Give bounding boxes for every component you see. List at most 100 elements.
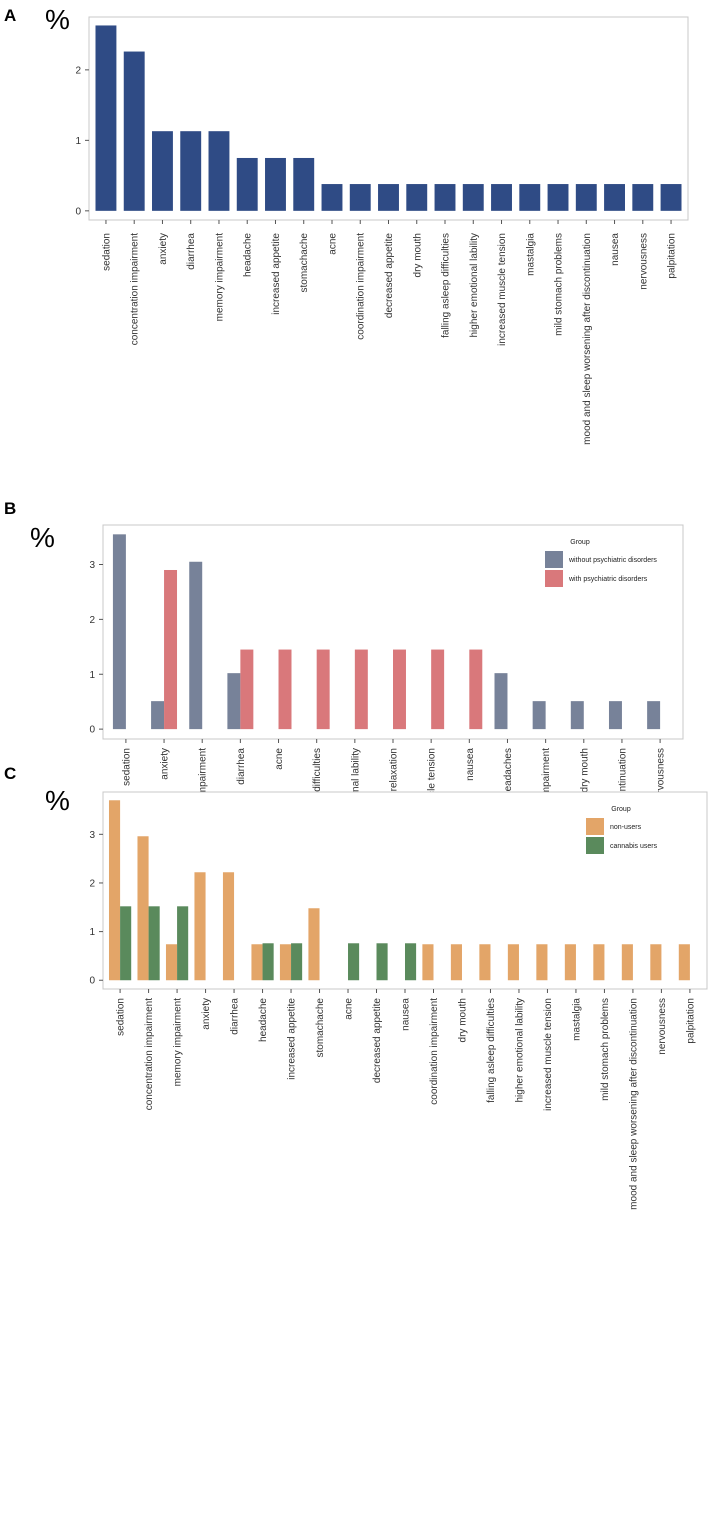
x-tick-label: increased appetite: [271, 233, 282, 315]
bar: [564, 944, 576, 981]
bar: [148, 906, 160, 981]
bar: [393, 649, 406, 730]
bar: [507, 944, 519, 981]
y-tick-label: 3: [89, 830, 95, 841]
panel-a: A % 0 1 2 sedation concentration impairment a…: [0, 0, 724, 470]
bar: [152, 131, 173, 211]
x-tick-label: nervousness: [638, 233, 649, 290]
bar: [349, 184, 371, 211]
bar: [406, 184, 428, 211]
x-tick-label: mild stomach problems: [554, 233, 565, 336]
x-tick-label: increased appetite: [287, 998, 298, 1080]
bar: [547, 184, 569, 211]
x-tick-label: nausea: [401, 998, 412, 1031]
x-tick-label: concentration impairment: [130, 233, 141, 345]
bar: [108, 800, 121, 981]
x-tick-label: sedation: [101, 233, 112, 271]
x-tick-label: headaches: [503, 748, 514, 797]
x-tick-label: increased muscle tension: [543, 998, 554, 1111]
legend-swatch: [545, 551, 563, 568]
legend: Group without psychiatric disorders with p…: [545, 539, 657, 587]
bar: [251, 944, 263, 981]
bar: [265, 157, 286, 211]
bar: [95, 25, 117, 211]
bar: [123, 51, 145, 211]
bar: [608, 701, 622, 730]
x-tick-label: anxiety: [160, 748, 171, 780]
bar: [308, 908, 320, 981]
bar: [236, 157, 258, 211]
bar: [278, 649, 292, 730]
x-tick-label: higher emotional lability: [514, 998, 525, 1103]
bar: [660, 184, 682, 211]
bar: [321, 184, 343, 211]
x-tick-label: sedation: [116, 998, 127, 1036]
x-tick-label: nervousness: [657, 998, 668, 1055]
x-tick-label: memory impairment: [173, 998, 184, 1087]
y-tick-label: 2: [75, 65, 81, 76]
bar: [532, 701, 546, 730]
legend-swatch: [586, 837, 604, 854]
x-tick-label: increased muscle tension: [497, 233, 508, 346]
x-tick-label: nervousness: [656, 748, 667, 805]
bar: [376, 943, 388, 981]
bar: [293, 157, 315, 211]
bar: [194, 872, 206, 981]
y-tick-label: 2: [89, 615, 95, 626]
bar: [222, 872, 235, 981]
x-tick-label: falling asleep difficulties: [441, 233, 452, 338]
x-tick-label: palpitation: [685, 998, 696, 1044]
legend-title: Group: [611, 806, 631, 813]
x-tick-label: mood and sleep worsening after discontin…: [628, 998, 639, 1210]
x-tick-label: decreased appetite: [384, 233, 395, 319]
bar: [164, 569, 178, 730]
bar: [262, 943, 274, 981]
x-tick-label: dry mouth: [579, 748, 590, 792]
bar: [120, 906, 132, 981]
y-tick-label: 3: [89, 560, 95, 571]
legend-title: Group: [570, 539, 590, 546]
x-tick-label: mood and sleep worsening after discontin…: [582, 233, 593, 445]
bar: [450, 944, 462, 981]
x-tick-label: diarrhea: [236, 748, 247, 785]
bar: [316, 649, 330, 730]
y-unit-label: %: [45, 785, 70, 816]
bar: [519, 184, 541, 211]
bar: [378, 184, 399, 211]
y-tick-label: 0: [89, 725, 95, 736]
bar: [240, 649, 254, 730]
bar: [647, 701, 661, 730]
legend-swatch: [586, 818, 604, 835]
bar: [151, 701, 165, 730]
bar: [165, 944, 178, 981]
x-tick-label: diarrhea: [186, 233, 197, 270]
y-tick-label: 1: [89, 927, 95, 938]
chart-a: 0 1 2 sedation concentration impairment anxie…: [75, 16, 689, 445]
bar: [434, 184, 456, 211]
x-tick-label: stomachache: [315, 998, 326, 1058]
bar: [405, 943, 417, 981]
y-tick-label: 1: [75, 136, 81, 147]
y-tick-label: 0: [75, 206, 81, 217]
bar: [137, 836, 149, 981]
bar: [431, 649, 445, 730]
y-tick-label: 2: [89, 878, 95, 889]
panel-letter: B: [4, 499, 17, 518]
x-tick-label: nausea: [610, 233, 621, 266]
bar: [227, 673, 241, 730]
bar: [469, 649, 483, 730]
x-tick-label: falling asleep difficulties: [486, 998, 497, 1103]
legend: Group non-users cannabis users: [586, 806, 658, 854]
x-tick-label: dry mouth: [412, 233, 423, 277]
x-tick-label: headache: [243, 233, 254, 277]
bar: [279, 944, 292, 981]
x-tick-label: anxiety: [201, 998, 212, 1030]
x-tick-label: stomachache: [299, 233, 310, 293]
bar: [678, 944, 690, 981]
bar: [593, 944, 605, 981]
bar: [536, 944, 548, 981]
bar: [177, 906, 189, 981]
x-tick-label: higher emotional lability: [469, 233, 480, 338]
x-tick-label: mastalgia: [571, 998, 582, 1041]
